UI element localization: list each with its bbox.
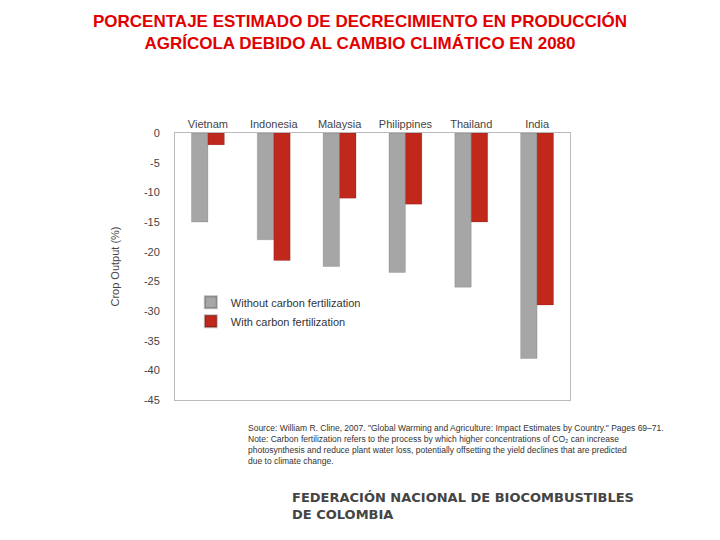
svg-text:Indonesia: Indonesia (250, 118, 299, 130)
svg-text:Vietnam: Vietnam (188, 118, 228, 130)
svg-text:With carbon fertilization: With carbon fertilization (231, 316, 345, 328)
svg-text:Crop Output (%): Crop Output (%) (109, 226, 121, 306)
svg-text:FEDERACIÓN NACIONAL DE BIOCOMB: FEDERACIÓN NACIONAL DE BIOCOMBUSTIBLESDE… (292, 490, 634, 522)
svg-text:PORCENTAJE ESTIMADO DE DECRECI: PORCENTAJE ESTIMADO DE DECRECIMIENTO EN … (93, 12, 627, 53)
svg-text:-15: -15 (144, 216, 160, 228)
svg-text:Source: William R. Cline, 2007: Source: William R. Cline, 2007. "Global … (248, 423, 664, 466)
svg-text:-40: -40 (144, 364, 160, 376)
svg-text:-25: -25 (144, 275, 160, 287)
svg-text:Philippines: Philippines (379, 118, 433, 130)
svg-text:India: India (525, 118, 550, 130)
svg-text:-35: -35 (144, 335, 160, 347)
svg-text:-20: -20 (144, 246, 160, 258)
svg-text:Without carbon fertilization: Without carbon fertilization (231, 297, 361, 309)
svg-text:-10: -10 (144, 186, 160, 198)
svg-text:-30: -30 (144, 305, 160, 317)
svg-text:Thailand: Thailand (450, 118, 492, 130)
svg-text:-5: -5 (150, 157, 160, 169)
svg-text:0: 0 (154, 127, 160, 139)
svg-text:Malaysia: Malaysia (318, 118, 362, 130)
svg-text:-45: -45 (144, 394, 160, 406)
